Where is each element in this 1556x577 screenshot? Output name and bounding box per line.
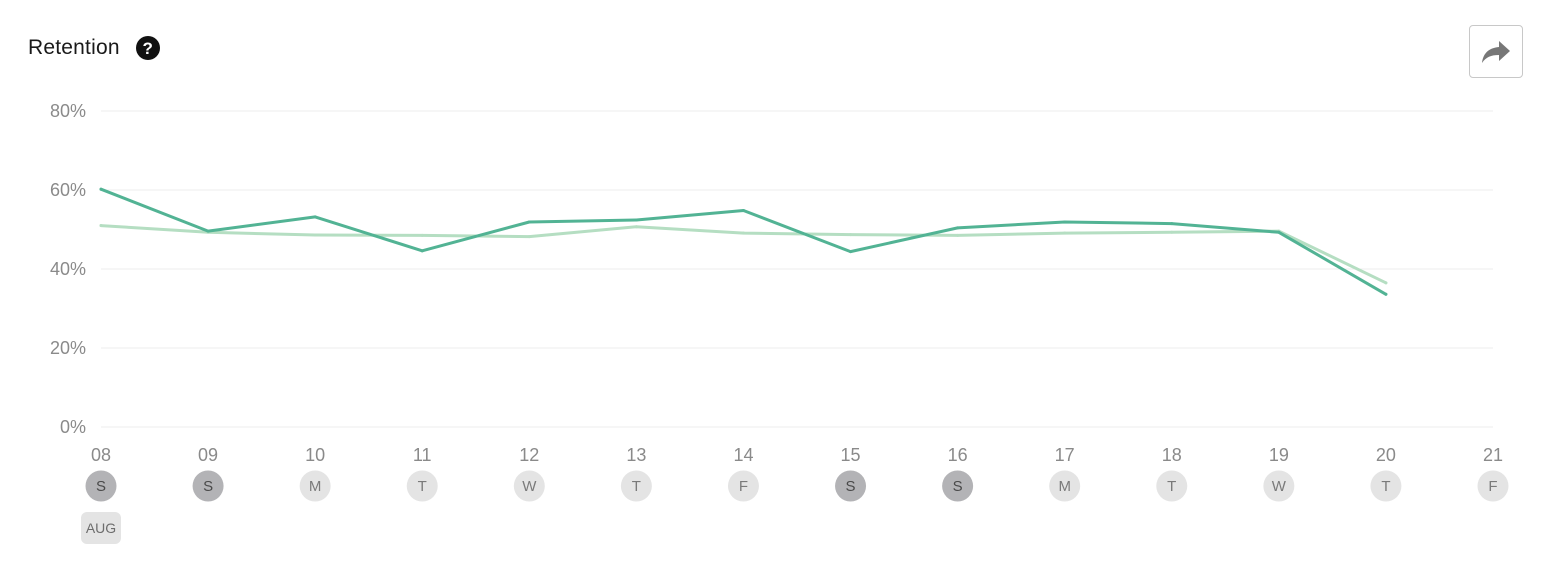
weekday-label: M bbox=[309, 478, 322, 495]
data-point bbox=[527, 220, 531, 224]
x-tick-label: 12 bbox=[519, 445, 539, 465]
x-tick-label: 10 bbox=[305, 445, 325, 465]
data-point bbox=[1384, 292, 1388, 296]
data-point bbox=[956, 233, 960, 237]
series-line-primary bbox=[99, 187, 1388, 296]
x-tick-label: 13 bbox=[626, 445, 646, 465]
weekday-label: W bbox=[1272, 478, 1287, 495]
weekday-label: M bbox=[1058, 478, 1071, 495]
data-point bbox=[1277, 230, 1281, 234]
data-point bbox=[99, 187, 103, 191]
weekday-label: S bbox=[96, 478, 106, 495]
x-tick-label: 08 bbox=[91, 445, 111, 465]
x-tick-label: 16 bbox=[948, 445, 968, 465]
weekday-label: T bbox=[1381, 478, 1390, 495]
data-point bbox=[527, 235, 531, 239]
weekday-badge bbox=[835, 470, 867, 502]
weekday-label: F bbox=[739, 478, 748, 495]
share-arrow-icon bbox=[1482, 40, 1510, 63]
weekday-badge bbox=[406, 470, 438, 502]
weekday-label: S bbox=[953, 478, 963, 495]
data-point bbox=[741, 209, 745, 213]
chart-title: Retention bbox=[28, 36, 120, 59]
weekday-label: F bbox=[1488, 478, 1497, 495]
x-tick-label: 14 bbox=[733, 445, 753, 465]
weekday-badge bbox=[513, 470, 545, 502]
weekday-badge bbox=[192, 470, 224, 502]
data-point bbox=[1170, 230, 1174, 234]
question-circle-icon[interactable]: ? bbox=[135, 36, 160, 60]
weekday-label: S bbox=[846, 478, 856, 495]
weekday-badge bbox=[942, 470, 974, 502]
data-point bbox=[99, 224, 103, 228]
x-tick-label: 15 bbox=[841, 445, 861, 465]
y-tick-label: 0% bbox=[60, 417, 86, 437]
month-label: AUG bbox=[86, 520, 116, 536]
weekday-label: S bbox=[203, 478, 213, 495]
weekday-badge bbox=[620, 470, 652, 502]
y-axis: 0% 20% 40% 60% 80% bbox=[50, 101, 86, 437]
chart-header: Retention ? bbox=[28, 36, 160, 60]
data-point bbox=[634, 218, 638, 222]
data-point bbox=[313, 215, 317, 219]
x-tick-label: 19 bbox=[1269, 445, 1289, 465]
data-point bbox=[1384, 281, 1388, 285]
x-tick-label: 17 bbox=[1055, 445, 1075, 465]
share-button[interactable] bbox=[1469, 25, 1523, 78]
data-point bbox=[1170, 222, 1174, 226]
data-point bbox=[313, 233, 317, 237]
weekday-badge bbox=[299, 470, 331, 502]
x-axis: 08 S 09 S 10 M 11 T 12 W 13 T 14 F 15 S 16 S 17 M 18 T 19 W 20 T 2… bbox=[81, 445, 1509, 544]
weekday-badge bbox=[1263, 470, 1295, 502]
month-badge bbox=[81, 512, 121, 544]
data-point bbox=[849, 233, 853, 237]
data-point bbox=[1063, 220, 1067, 224]
data-point bbox=[206, 229, 210, 233]
data-point bbox=[420, 233, 424, 237]
y-tick-label: 60% bbox=[50, 180, 86, 200]
x-tick-label: 09 bbox=[198, 445, 218, 465]
weekday-label: T bbox=[418, 478, 427, 495]
data-point bbox=[420, 249, 424, 253]
x-tick-label: 18 bbox=[1162, 445, 1182, 465]
y-tick-label: 40% bbox=[50, 259, 86, 279]
weekday-badge bbox=[1049, 470, 1081, 502]
weekday-badge bbox=[85, 470, 117, 502]
weekday-badge bbox=[1156, 470, 1188, 502]
y-tick-label: 80% bbox=[50, 101, 86, 121]
weekday-badge bbox=[1477, 470, 1509, 502]
weekday-label: T bbox=[632, 478, 641, 495]
x-tick-label: 11 bbox=[413, 445, 432, 465]
weekday-badge bbox=[727, 470, 759, 502]
data-point bbox=[634, 225, 638, 229]
y-tick-label: 20% bbox=[50, 338, 86, 358]
x-tick-label: 21 bbox=[1483, 445, 1503, 465]
grid-layer bbox=[101, 110, 1493, 428]
data-point bbox=[1063, 231, 1067, 235]
x-tick-label: 20 bbox=[1376, 445, 1396, 465]
weekday-label: T bbox=[1167, 478, 1176, 495]
data-point bbox=[849, 250, 853, 254]
data-point bbox=[741, 231, 745, 235]
weekday-badge bbox=[1370, 470, 1402, 502]
weekday-label: W bbox=[522, 478, 537, 495]
data-point bbox=[956, 226, 960, 230]
series-layer bbox=[99, 187, 1388, 296]
